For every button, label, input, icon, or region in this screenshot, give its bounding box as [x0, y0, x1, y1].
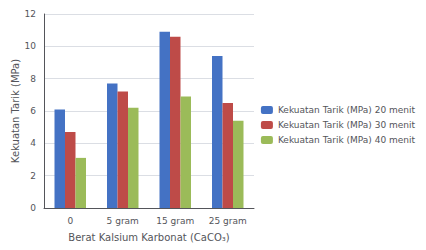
svg-text:15 gram: 15 gram [156, 216, 194, 226]
svg-text:12: 12 [25, 9, 36, 19]
svg-text:2: 2 [30, 171, 36, 181]
svg-text:Kekuatan Tarik (MPa) 20 menit: Kekuatan Tarik (MPa) 20 menit [278, 105, 416, 115]
svg-text:5 gram: 5 gram [107, 216, 139, 226]
svg-text:4: 4 [30, 138, 36, 148]
svg-text:Kekuatan Tarik (MPa): Kekuatan Tarik (MPa) [10, 59, 21, 163]
svg-text:0: 0 [30, 203, 36, 213]
svg-text:10: 10 [25, 41, 37, 51]
svg-text:25 gram: 25 gram [209, 216, 247, 226]
svg-text:8: 8 [30, 74, 36, 84]
svg-text:0: 0 [67, 216, 73, 226]
svg-text:Kekuatan Tarik (MPa) 30 menit: Kekuatan Tarik (MPa) 30 menit [278, 120, 416, 130]
svg-text:6: 6 [30, 106, 36, 116]
svg-text:Kekuatan Tarik (MPa) 40 menit: Kekuatan Tarik (MPa) 40 menit [278, 135, 416, 145]
svg-text:Berat Kalsium Karbonat (CaCO₃): Berat Kalsium Karbonat (CaCO₃) [68, 232, 229, 243]
